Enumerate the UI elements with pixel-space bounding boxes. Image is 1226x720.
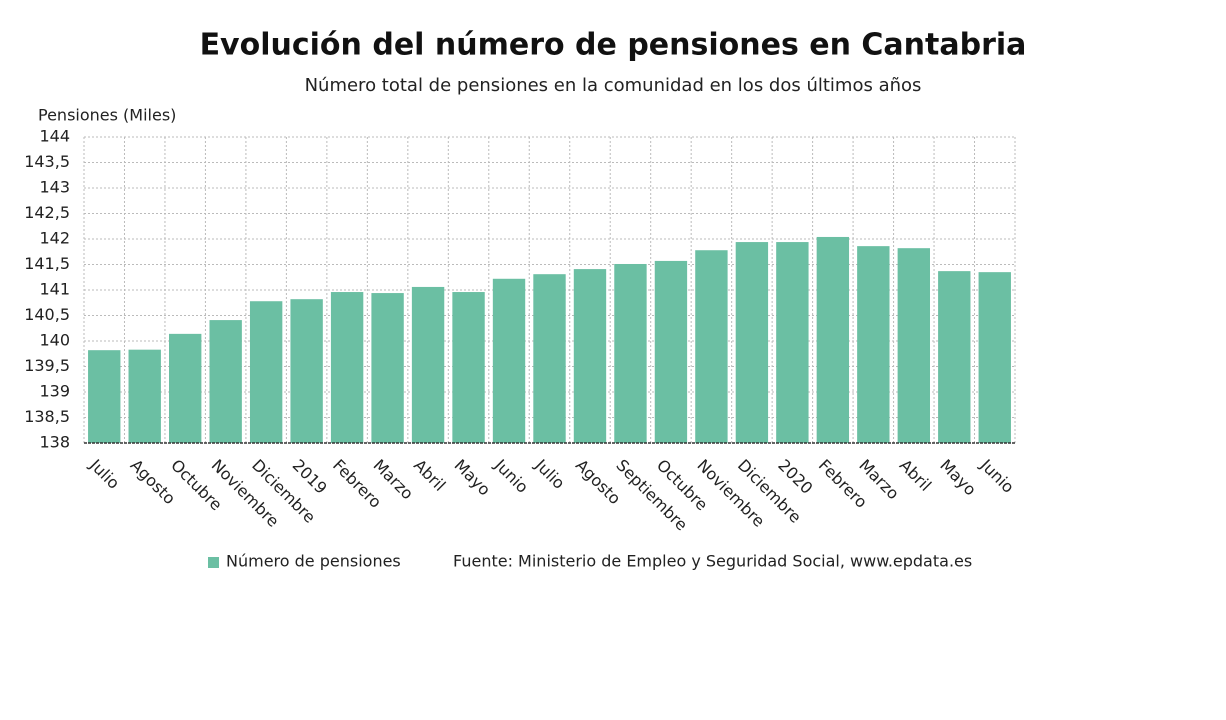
y-tick-label: 140,5 bbox=[24, 305, 70, 324]
y-tick-label: 144 bbox=[39, 127, 70, 146]
bar bbox=[654, 260, 688, 443]
bar bbox=[897, 248, 930, 443]
bar bbox=[330, 292, 364, 443]
y-tick-label: 138,5 bbox=[24, 407, 70, 426]
bar bbox=[573, 269, 607, 443]
bar bbox=[816, 236, 850, 443]
bar bbox=[938, 271, 971, 443]
legend-label: Número de pensiones bbox=[226, 552, 401, 571]
chart-subtitle: Número total de pensiones en la comunida… bbox=[305, 75, 922, 96]
y-tick-label: 143,5 bbox=[24, 152, 70, 171]
y-tick-label: 141 bbox=[39, 280, 70, 299]
bar bbox=[411, 286, 445, 443]
bar bbox=[452, 292, 485, 443]
legend-swatch bbox=[208, 557, 219, 568]
y-tick-label: 139 bbox=[39, 382, 70, 401]
y-tick-label: 138 bbox=[39, 433, 70, 452]
y-tick-label: 142 bbox=[39, 229, 70, 248]
x-tick-label: Junio bbox=[490, 455, 532, 497]
bar bbox=[735, 242, 769, 443]
x-tick-label: Julio bbox=[86, 455, 124, 493]
bar bbox=[209, 320, 242, 443]
bar bbox=[249, 301, 283, 443]
bar bbox=[128, 349, 161, 443]
y-tick-label: 141,5 bbox=[24, 254, 70, 273]
bar bbox=[857, 246, 890, 443]
bar bbox=[978, 272, 1011, 443]
bar bbox=[290, 299, 323, 443]
x-tick-label: Junio bbox=[976, 455, 1018, 497]
y-axis-label: Pensiones (Miles) bbox=[38, 106, 176, 125]
bar bbox=[169, 333, 202, 443]
chart-title: Evolución del número de pensiones en Can… bbox=[200, 28, 1027, 63]
y-tick-label: 139,5 bbox=[24, 356, 70, 375]
bar bbox=[533, 274, 566, 443]
y-tick-label: 140 bbox=[39, 331, 70, 350]
bar bbox=[776, 242, 809, 443]
x-tick-label: Mayo bbox=[936, 456, 980, 500]
bar bbox=[614, 263, 647, 443]
bar bbox=[371, 293, 404, 443]
source: Fuente: Ministerio de Empleo y Seguridad… bbox=[453, 552, 972, 571]
y-tick-label: 143 bbox=[39, 178, 70, 197]
y-tick-label: 142,5 bbox=[24, 203, 70, 222]
x-tick-label: Mayo bbox=[451, 456, 495, 500]
bar bbox=[492, 278, 526, 443]
bar bbox=[695, 250, 728, 443]
x-tick-label: Julio bbox=[531, 455, 569, 493]
bar bbox=[88, 350, 121, 443]
